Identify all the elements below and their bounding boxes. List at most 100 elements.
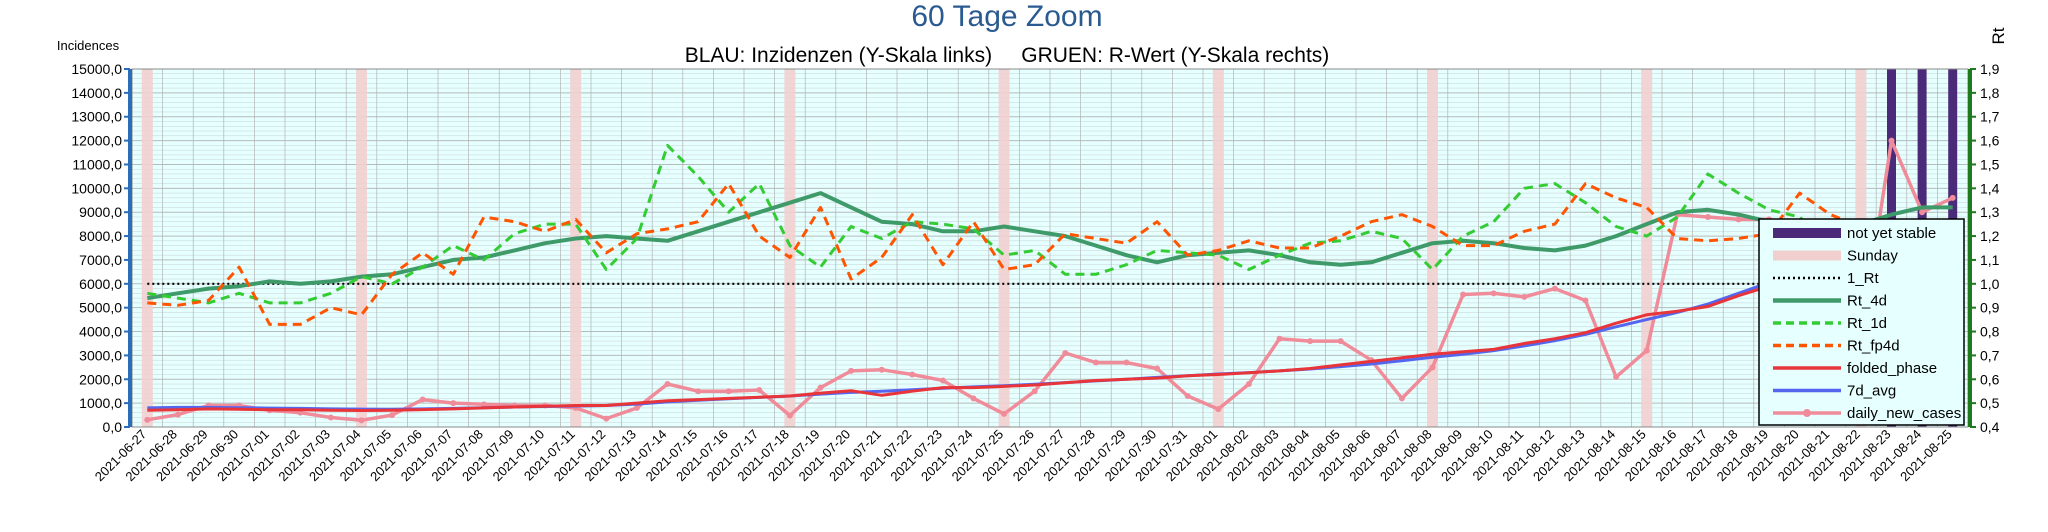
point-daily-new-cases [878, 366, 885, 373]
series-line-rt-1d [147, 143, 1954, 305]
point-daily-new-cases [174, 411, 181, 418]
point-daily-new-cases [1031, 388, 1038, 395]
y-tick-label-left: 0,0 [103, 419, 123, 435]
series-line-rt-4d [146, 191, 1953, 301]
y-tick-label-right: 1,7 [1980, 109, 2000, 125]
y-tick-label-left: 1000,0 [79, 395, 122, 411]
y-tick-label-left: 15000,0 [71, 61, 122, 77]
point-daily-new-cases [970, 395, 977, 402]
point-daily-new-cases [1613, 373, 1620, 380]
y-tick-label-right: 1,9 [1980, 61, 2000, 77]
y-tick-label-left: 8000,0 [79, 228, 122, 244]
point-daily-new-cases [1919, 209, 1926, 216]
legend-marker-daily-new-cases [1803, 409, 1811, 417]
point-daily-new-cases [389, 412, 396, 419]
legend-label-not-yet-stable: not yet stable [1847, 225, 1936, 242]
point-daily-new-cases [1490, 290, 1497, 297]
legend-label-folded-phase: folded_phase [1847, 360, 1937, 377]
point-daily-new-cases [1154, 365, 1161, 372]
y-tick-label-left: 12000,0 [71, 133, 122, 149]
point-daily-new-cases [1888, 137, 1895, 144]
y-tick-label-left: 11000,0 [72, 156, 122, 172]
point-daily-new-cases [603, 415, 610, 422]
point-daily-new-cases [1092, 359, 1099, 366]
bar-sunday [1427, 69, 1438, 427]
legend-label-1-rt: 1_Rt [1847, 270, 1880, 287]
point-daily-new-cases [695, 388, 702, 395]
y-tick-label-left: 14000,0 [71, 85, 122, 101]
y-tick-label-left: 13000,0 [71, 109, 122, 125]
point-daily-new-cases [450, 400, 457, 407]
y-tick-label-right: 0,6 [1980, 371, 2000, 387]
y-tick-label-left: 3000,0 [79, 347, 122, 363]
point-daily-new-cases [1460, 291, 1467, 298]
legend-swatch-not-yet-stable [1773, 228, 1841, 238]
plot-area: 0,0 1000,0 2000,0 3000,0 4000,0 5000,0 6000,0 7… [71, 61, 1999, 484]
series-line-rt-fp4d [147, 182, 1954, 326]
point-daily-new-cases [786, 412, 793, 419]
bar-sunday [998, 69, 1010, 427]
bar-sunday [570, 69, 582, 427]
legend-label-7d-avg: 7d_avg [1847, 383, 1896, 400]
legend-label-rt-4d: Rt_4d [1847, 293, 1887, 310]
point-daily-new-cases [1551, 285, 1558, 292]
point-daily-new-cases [817, 384, 824, 391]
y-tick-label-left: 2000,0 [79, 371, 122, 387]
point-daily-new-cases [1307, 338, 1314, 345]
legend: not yet stable Sunday 1_Rt Rt_4d Rt_1d Rt_fp4… [1758, 218, 1965, 426]
point-daily-new-cases [1337, 338, 1344, 345]
point-daily-new-cases [1521, 293, 1528, 300]
y-tick-label-left: 5000,0 [79, 300, 122, 316]
legend-swatch-sunday [1773, 250, 1841, 261]
chart-subtitle: BLAU: Inzidenzen (Y-Skala links) GRUEN: … [685, 44, 1330, 67]
y-tick-label-right: 1,5 [1980, 156, 2000, 172]
bar-sunday [1212, 69, 1224, 427]
legend-label-daily-new-cases: daily_new_cases [1847, 405, 1961, 422]
point-daily-new-cases [1276, 335, 1283, 342]
point-daily-new-cases [144, 416, 151, 423]
point-daily-new-cases [664, 381, 671, 388]
point-daily-new-cases [1001, 410, 1008, 417]
y-tick-label-right: 1,4 [1980, 180, 2000, 196]
point-daily-new-cases [1123, 359, 1130, 366]
series-line-daily-new-cases [147, 138, 1954, 423]
point-daily-new-cases [848, 367, 855, 374]
bar-sunday [141, 69, 153, 427]
y-tick-label-left: 10000,0 [71, 180, 122, 196]
chart-title: 60 Tage Zoom [911, 0, 1102, 33]
point-daily-new-cases [756, 387, 763, 394]
y-tick-label-right: 0,9 [1980, 300, 2000, 316]
point-daily-new-cases [1704, 213, 1711, 220]
y-tick-label-right: 1,2 [1980, 228, 2000, 244]
y-tick-label-right: 0,4 [1980, 419, 2000, 435]
point-daily-new-cases [1949, 194, 1956, 201]
point-daily-new-cases [1643, 347, 1650, 354]
y-tick-label-right: 1,3 [1980, 204, 2000, 220]
point-daily-new-cases [419, 396, 426, 403]
point-daily-new-cases [1735, 216, 1742, 223]
bar-sunday [1641, 69, 1653, 427]
series-line-folded-phase [147, 254, 1953, 412]
point-daily-new-cases [327, 414, 334, 421]
point-daily-new-cases [1429, 364, 1436, 371]
bar-sunday [356, 69, 367, 427]
legend-label-rt-fp4d: Rt_fp4d [1847, 338, 1900, 355]
point-daily-new-cases [909, 371, 916, 378]
y-tick-label-right: 1,0 [1980, 276, 2000, 292]
point-daily-new-cases [939, 377, 946, 384]
point-daily-new-cases [480, 401, 487, 408]
y-tick-label-right: 1,6 [1980, 133, 2000, 149]
y-tick-label-right: 1,8 [1980, 85, 2000, 101]
y-axis-left-label: Incidences [57, 38, 120, 53]
bar-sunday [784, 69, 796, 427]
y-tick-label-right: 0,5 [1980, 395, 2000, 411]
legend-label-sunday: Sunday [1847, 248, 1898, 265]
point-daily-new-cases [1184, 392, 1191, 399]
y-tick-label-left: 7000,0 [79, 252, 122, 268]
point-daily-new-cases [725, 388, 732, 395]
y-tick-label-right: 1,1 [1980, 252, 2000, 268]
point-daily-new-cases [358, 417, 365, 424]
y-tick-label-left: 6000,0 [79, 276, 122, 292]
